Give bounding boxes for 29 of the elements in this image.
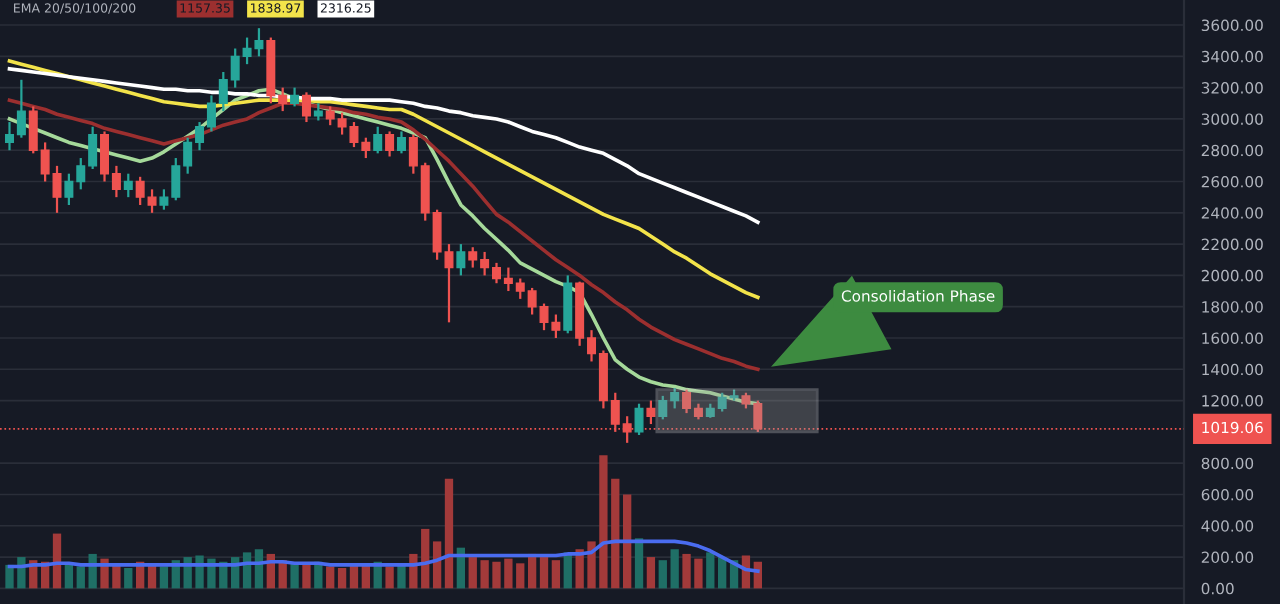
bar (670, 549, 679, 589)
bar (290, 563, 299, 589)
line-series (7, 67, 760, 225)
bar (326, 566, 335, 589)
bar (337, 568, 347, 589)
bar (551, 560, 561, 589)
candlestick (123, 172, 133, 199)
candlestick (385, 130, 395, 158)
bar (658, 560, 667, 589)
bar (706, 552, 715, 589)
bar (646, 557, 656, 589)
bar (385, 566, 394, 589)
bar (539, 555, 549, 589)
bar (159, 566, 169, 589)
candlestick (634, 402, 644, 437)
bar (444, 478, 454, 589)
bar (124, 568, 133, 589)
candlestick (290, 86, 300, 108)
candlestick (646, 399, 656, 426)
candlestick (373, 125, 383, 155)
candlestick (396, 130, 406, 155)
candlestick (301, 91, 311, 124)
bar (302, 564, 311, 589)
bar (634, 538, 644, 589)
line-series (7, 539, 760, 573)
bar (623, 494, 632, 589)
line-series (7, 59, 760, 300)
candlestick (563, 274, 573, 335)
candlestick (456, 242, 466, 277)
